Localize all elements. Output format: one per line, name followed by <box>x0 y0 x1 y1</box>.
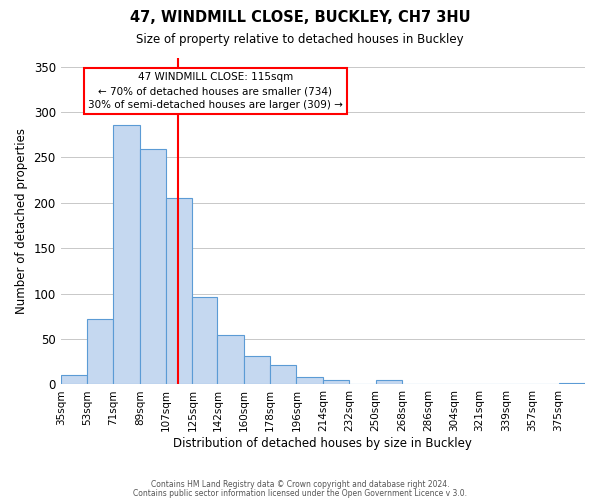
Bar <box>113 124 140 384</box>
Bar <box>559 382 585 384</box>
Bar <box>61 376 87 384</box>
Bar <box>244 356 270 384</box>
Text: 47 WINDMILL CLOSE: 115sqm
← 70% of detached houses are smaller (734)
30% of semi: 47 WINDMILL CLOSE: 115sqm ← 70% of detac… <box>88 72 343 110</box>
Bar <box>270 366 296 384</box>
Bar <box>296 377 323 384</box>
Text: Size of property relative to detached houses in Buckley: Size of property relative to detached ho… <box>136 32 464 46</box>
Y-axis label: Number of detached properties: Number of detached properties <box>15 128 28 314</box>
Bar <box>193 298 217 384</box>
X-axis label: Distribution of detached houses by size in Buckley: Distribution of detached houses by size … <box>173 437 472 450</box>
Bar <box>323 380 349 384</box>
Bar <box>166 198 193 384</box>
Text: Contains public sector information licensed under the Open Government Licence v : Contains public sector information licen… <box>133 489 467 498</box>
Text: Contains HM Land Registry data © Crown copyright and database right 2024.: Contains HM Land Registry data © Crown c… <box>151 480 449 489</box>
Text: 47, WINDMILL CLOSE, BUCKLEY, CH7 3HU: 47, WINDMILL CLOSE, BUCKLEY, CH7 3HU <box>130 10 470 25</box>
Bar <box>376 380 402 384</box>
Bar <box>217 336 244 384</box>
Bar <box>140 149 166 384</box>
Bar <box>87 319 113 384</box>
